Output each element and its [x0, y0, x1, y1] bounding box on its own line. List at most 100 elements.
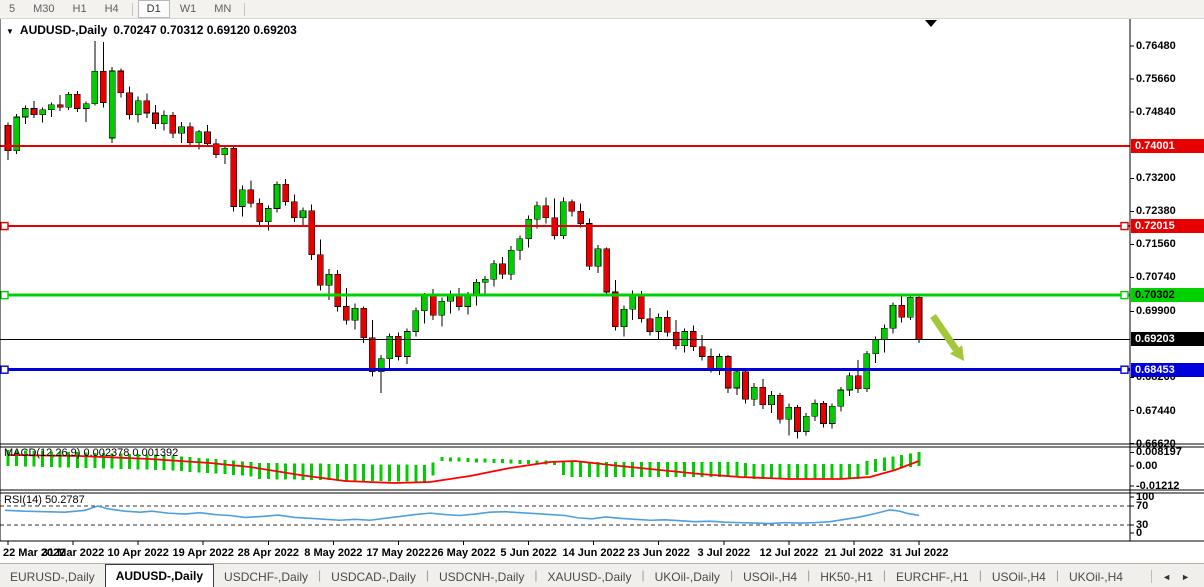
- price-axis-label: 0.72380: [1136, 205, 1176, 218]
- tab-usdcad-daily[interactable]: USDCAD-,Daily: [331, 570, 416, 584]
- tab-ukoil-daily[interactable]: UKOil-,Daily: [654, 570, 720, 584]
- tab-separator: |: [978, 567, 982, 582]
- candle-body-down: [820, 402, 827, 424]
- chart-canvas[interactable]: [0, 18, 1204, 564]
- tab-xauusd-daily[interactable]: XAUUSD-,Daily: [547, 570, 632, 584]
- chart-area[interactable]: ▼ AUDUSD-,Daily 0.70247 0.70312 0.69120 …: [0, 18, 1204, 564]
- chart-shift-marker-icon[interactable]: [925, 20, 937, 27]
- macd-histogram-bar: [145, 454, 149, 470]
- candle-body-down: [212, 143, 220, 156]
- candle-body-up: [91, 71, 99, 105]
- candle-body-down: [499, 263, 506, 275]
- down-arrow-head[interactable]: [949, 345, 964, 361]
- tab-ukoil-h4[interactable]: UKOil-,H4: [1068, 570, 1123, 584]
- tab-eurusd-daily[interactable]: EURUSD-,Daily: [10, 570, 95, 584]
- macd-histogram-bar: [605, 462, 609, 477]
- macd-histogram-bar: [405, 464, 409, 482]
- hline-price-badge: 0.68453: [1131, 362, 1204, 377]
- macd-histogram-bar: [23, 450, 27, 467]
- macd-histogram-bar: [813, 464, 817, 479]
- hline-handle[interactable]: [0, 365, 9, 374]
- macd-histogram-bar: [327, 463, 331, 481]
- candle-body-down: [169, 115, 177, 134]
- date-axis-label: 22 Mar 2022: [3, 547, 66, 559]
- candle-body-up: [351, 307, 359, 321]
- macd-histogram-bar: [127, 453, 131, 470]
- macd-histogram-bar: [822, 464, 826, 479]
- tab-usoil-h4[interactable]: USOil-,H4: [991, 570, 1046, 584]
- date-axis-label: 28 Apr 2022: [237, 547, 299, 559]
- chart-symbol-label: AUDUSD-,Daily: [19, 23, 108, 37]
- timeframe-button-m30[interactable]: M30: [33, 3, 55, 15]
- candle-body-down: [698, 346, 706, 357]
- macd-histogram-bar: [639, 462, 643, 477]
- hline-handle[interactable]: [1120, 290, 1129, 300]
- candle-body-up: [238, 189, 246, 207]
- timeframe-button-d1[interactable]: D1: [137, 0, 170, 18]
- macd-histogram-bar: [240, 461, 244, 476]
- tab-separator: |: [807, 567, 811, 582]
- macd-histogram-bar: [15, 450, 19, 467]
- candle-body-up: [464, 295, 472, 307]
- macd-histogram-bar: [414, 464, 418, 482]
- price-axis-label: 0.74840: [1136, 106, 1176, 119]
- candle-body-down: [794, 407, 801, 432]
- macd-scale-label: 0.008197: [1136, 446, 1182, 459]
- macd-histogram-bar: [631, 462, 635, 477]
- macd-histogram-bar: [214, 459, 218, 474]
- candle-body-up: [39, 109, 47, 115]
- candle-body-up: [811, 402, 819, 417]
- tab-scroll-right-icon[interactable]: ►: [1181, 571, 1190, 582]
- macd-histogram-bar: [6, 450, 10, 466]
- candle-body-up: [421, 295, 428, 311]
- candle-body-down: [4, 124, 12, 152]
- timeframe-button-5[interactable]: 5: [9, 3, 16, 15]
- tab-hk50-h1[interactable]: HK50-,H1: [820, 570, 873, 584]
- timeframe-toolbar: 5 M30 H1 H4 D1 W1 MN: [0, 0, 1204, 19]
- macd-histogram-bar: [865, 461, 869, 475]
- macd-histogram-bar: [596, 462, 600, 477]
- candle-body-down: [117, 70, 125, 94]
- tab-usdcnh-daily[interactable]: USDCNH-,Daily: [438, 570, 525, 584]
- macd-histogram-bar: [587, 462, 591, 477]
- macd-histogram-bar: [84, 452, 88, 468]
- candle-body-up: [490, 263, 498, 280]
- candle-body-up: [907, 296, 914, 318]
- tab-scroll-left-icon[interactable]: ◄: [1162, 571, 1172, 582]
- macd-histogram-bar: [726, 462, 730, 477]
- tab-usdchf-daily[interactable]: USDCHF-,Daily: [224, 570, 309, 584]
- hline-handle[interactable]: [1120, 365, 1129, 374]
- candle-body-up: [264, 208, 272, 223]
- timeframe-button-w1[interactable]: W1: [179, 3, 197, 15]
- macd-histogram-bar: [917, 452, 921, 467]
- candle-body-down: [291, 201, 298, 219]
- macd-histogram-bar: [41, 451, 45, 467]
- timeframe-button-h4[interactable]: H4: [104, 3, 119, 15]
- candle-body-down: [915, 297, 923, 340]
- macd-histogram-bar: [101, 453, 105, 469]
- tab-audusd-daily[interactable]: AUDUSD-,Daily: [104, 564, 215, 587]
- price-axis-label: 0.76480: [1136, 40, 1176, 53]
- macd-histogram-bar: [882, 457, 886, 471]
- macd-histogram-bar: [717, 462, 721, 477]
- macd-histogram-bar: [353, 464, 357, 481]
- timeframe-button-h1[interactable]: H1: [72, 3, 87, 15]
- candle-body-down: [308, 210, 315, 256]
- hline-handle[interactable]: [0, 290, 9, 300]
- hline-handle[interactable]: [0, 221, 9, 231]
- chart-title: ▼ AUDUSD-,Daily 0.70247 0.70312 0.69120 …: [6, 23, 297, 37]
- timeframe-button-mn[interactable]: MN: [214, 3, 232, 15]
- symbol-dropdown-icon[interactable]: ▼: [6, 26, 14, 36]
- candle-body-up: [863, 353, 871, 390]
- candle-body-up: [134, 100, 142, 115]
- down-arrow-shaft[interactable]: [930, 314, 959, 352]
- hline-handle[interactable]: [1120, 221, 1129, 231]
- candle-body-down: [334, 273, 341, 307]
- candle-body-up: [178, 126, 185, 134]
- tab-usoil-h4[interactable]: USOil-,H4: [743, 570, 798, 584]
- tab-eurchf-h1[interactable]: EURCHF-,H1: [896, 570, 969, 584]
- candle-body-up: [65, 94, 73, 108]
- current-price-badge: 0.69203: [1131, 332, 1204, 347]
- macd-histogram-bar: [466, 457, 470, 462]
